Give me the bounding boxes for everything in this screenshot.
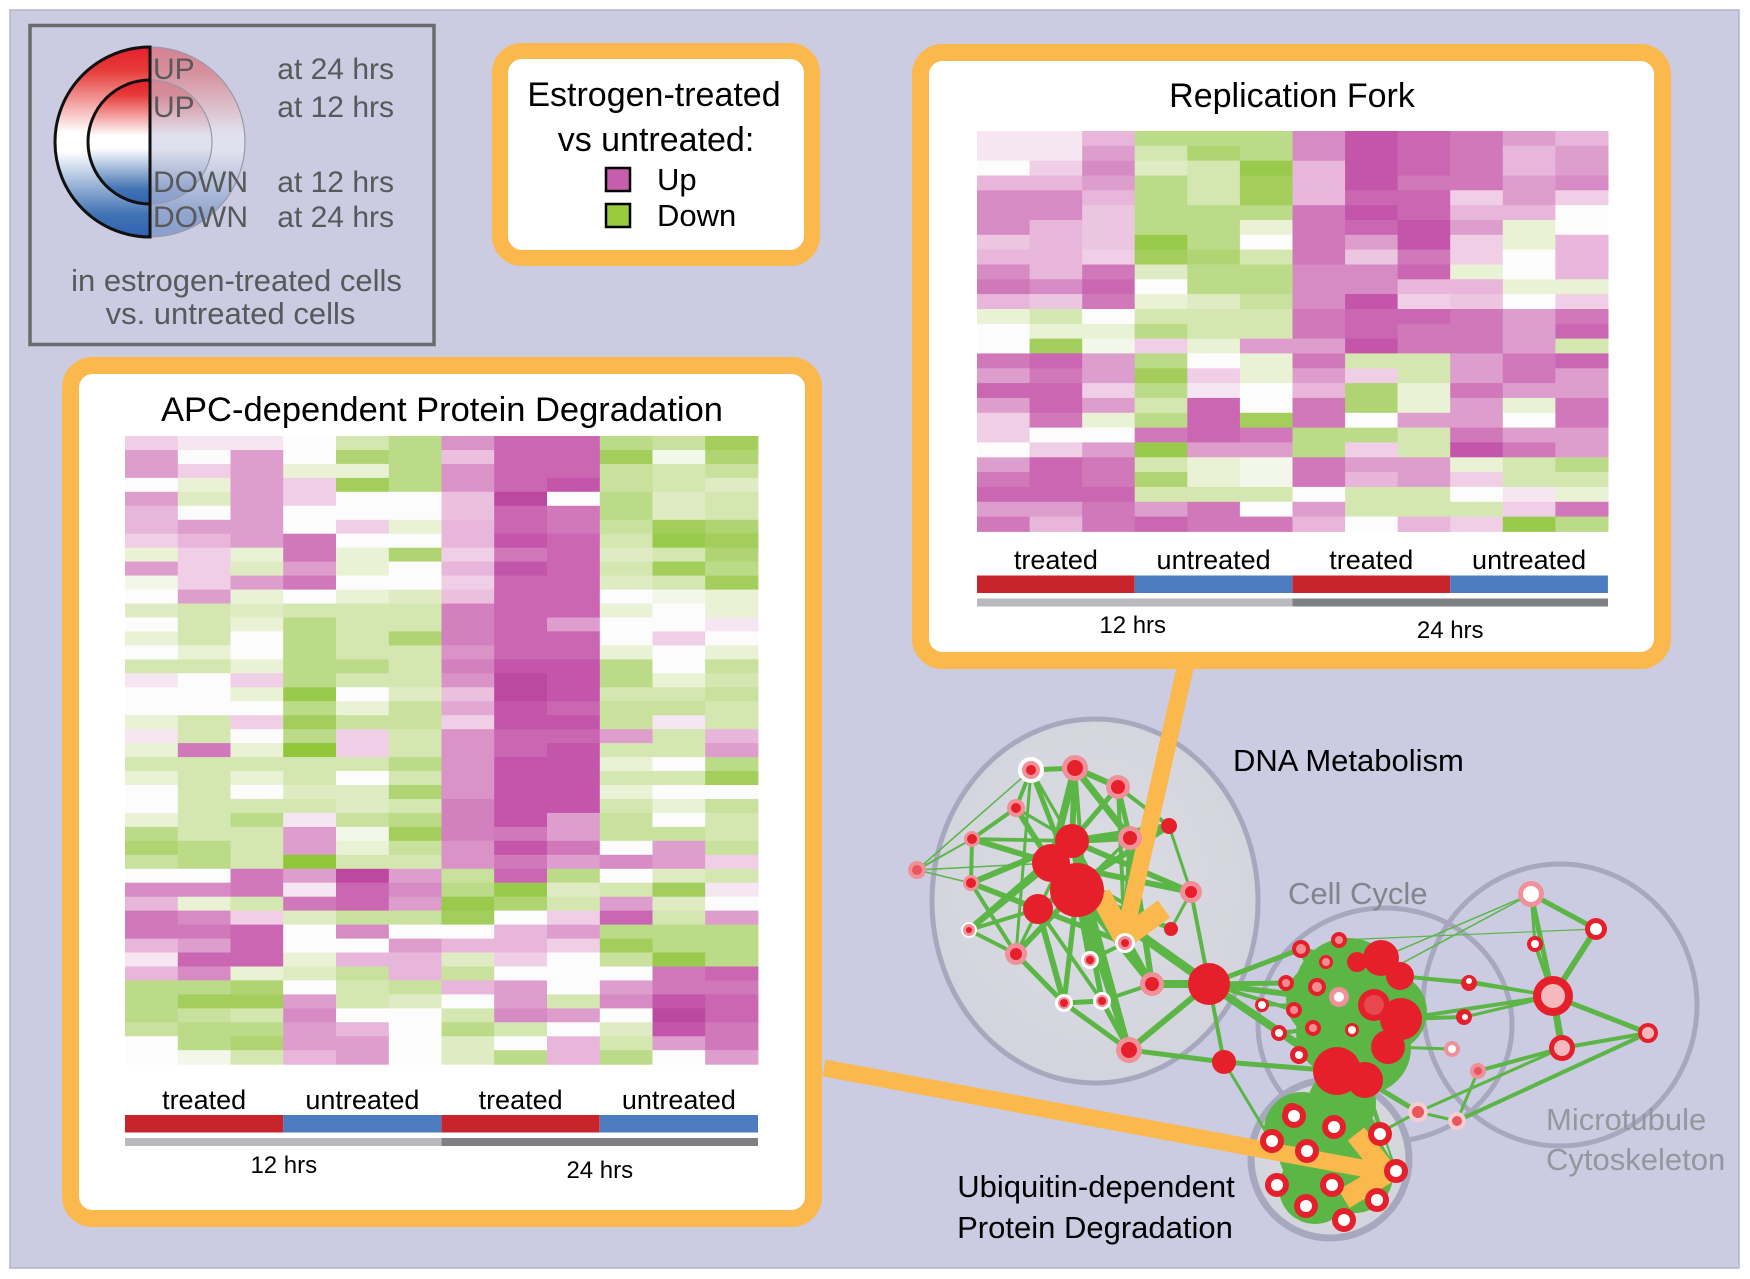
svg-text:Cell Cycle: Cell Cycle bbox=[1288, 876, 1428, 911]
svg-text:Down: Down bbox=[657, 198, 736, 233]
svg-text:DOWN: DOWN bbox=[153, 166, 248, 199]
svg-text:vs untreated:: vs untreated: bbox=[558, 121, 755, 159]
svg-text:APC-dependent Protein Degradat: APC-dependent Protein Degradation bbox=[161, 391, 723, 429]
svg-text:untreated: untreated bbox=[305, 1085, 419, 1115]
svg-text:in estrogen-treated cells: in estrogen-treated cells bbox=[71, 263, 402, 298]
svg-text:untreated: untreated bbox=[622, 1085, 736, 1115]
svg-text:vs. untreated cells: vs. untreated cells bbox=[106, 296, 356, 331]
svg-text:Up: Up bbox=[657, 162, 697, 197]
svg-text:24 hrs: 24 hrs bbox=[566, 1157, 633, 1184]
svg-text:Protein Degradation: Protein Degradation bbox=[957, 1210, 1233, 1245]
svg-text:treated: treated bbox=[479, 1085, 563, 1115]
svg-text:Cytoskeleton: Cytoskeleton bbox=[1546, 1142, 1725, 1177]
svg-text:UP: UP bbox=[153, 53, 195, 86]
svg-text:treated: treated bbox=[1014, 545, 1098, 575]
svg-text:at 24 hrs: at 24 hrs bbox=[277, 201, 394, 234]
svg-text:Estrogen-treated: Estrogen-treated bbox=[527, 76, 780, 114]
svg-text:12 hrs: 12 hrs bbox=[250, 1152, 317, 1179]
svg-text:treated: treated bbox=[162, 1085, 246, 1115]
svg-text:24 hrs: 24 hrs bbox=[1417, 617, 1484, 644]
svg-text:at 24 hrs: at 24 hrs bbox=[277, 53, 394, 86]
svg-text:12 hrs: 12 hrs bbox=[1099, 612, 1166, 639]
svg-text:DNA Metabolism: DNA Metabolism bbox=[1233, 743, 1464, 778]
svg-text:at 12 hrs: at 12 hrs bbox=[277, 166, 394, 199]
svg-text:Microtubule: Microtubule bbox=[1546, 1102, 1706, 1137]
svg-text:untreated: untreated bbox=[1157, 545, 1271, 575]
svg-text:at 12 hrs: at 12 hrs bbox=[277, 91, 394, 124]
svg-text:untreated: untreated bbox=[1472, 545, 1586, 575]
svg-text:DOWN: DOWN bbox=[153, 201, 248, 234]
svg-text:treated: treated bbox=[1329, 545, 1413, 575]
svg-text:Ubiquitin-dependent: Ubiquitin-dependent bbox=[957, 1169, 1235, 1204]
svg-text:UP: UP bbox=[153, 91, 195, 124]
svg-text:Replication Fork: Replication Fork bbox=[1169, 77, 1416, 115]
